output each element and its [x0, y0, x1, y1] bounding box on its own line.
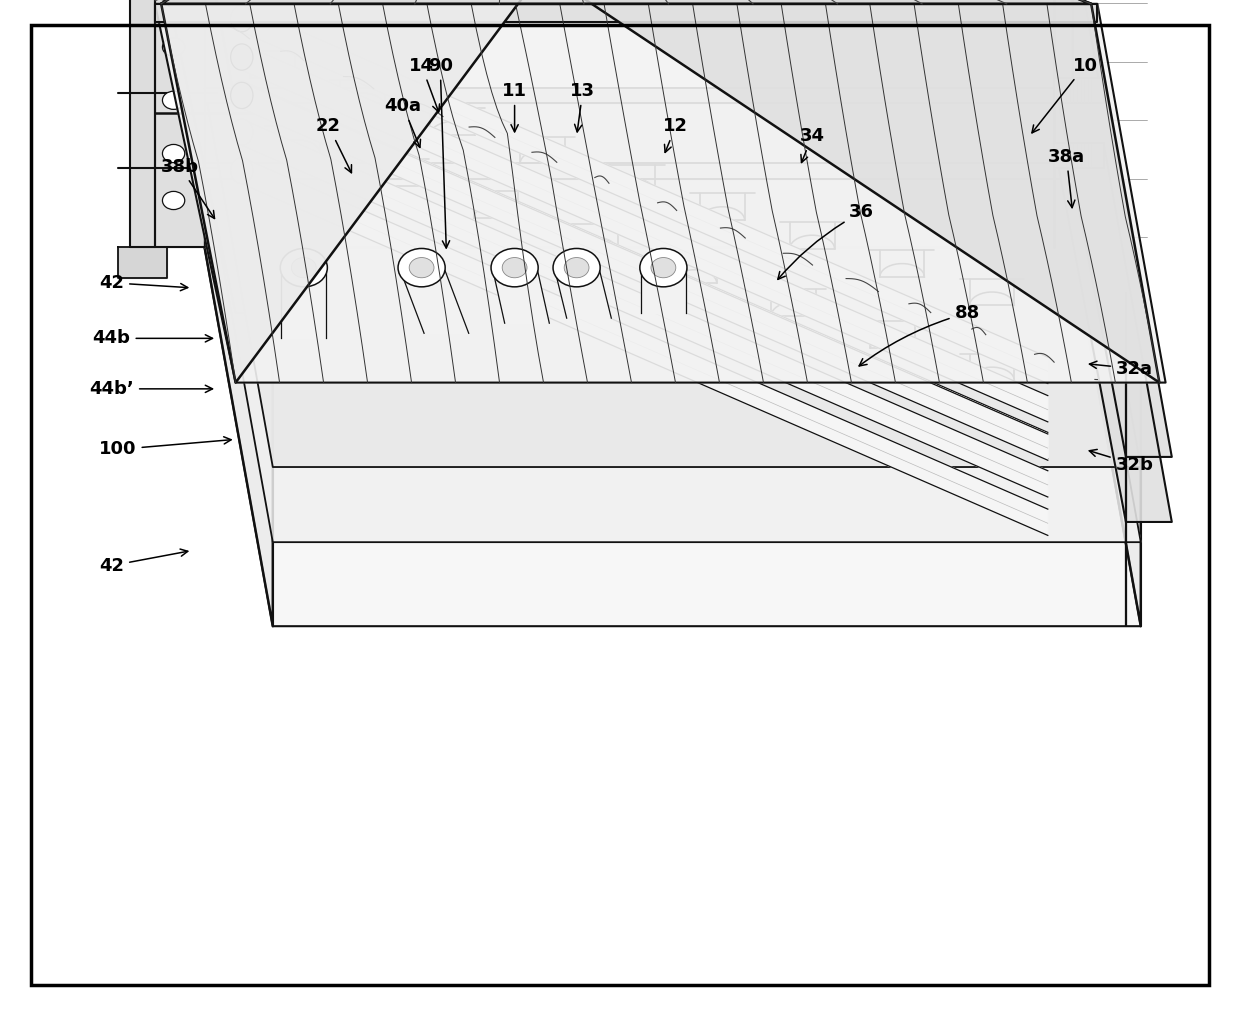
Ellipse shape	[231, 43, 253, 70]
Polygon shape	[1054, 78, 1172, 457]
Polygon shape	[508, 0, 1159, 383]
Text: 42: 42	[99, 274, 187, 292]
Circle shape	[491, 248, 538, 287]
Text: 10: 10	[1032, 57, 1097, 133]
Text: 44b’: 44b’	[89, 380, 212, 398]
Ellipse shape	[231, 119, 253, 145]
Text: 42: 42	[99, 549, 187, 575]
Circle shape	[409, 258, 434, 278]
Text: 38b: 38b	[161, 158, 215, 218]
Text: 22: 22	[316, 117, 351, 173]
Polygon shape	[205, 247, 1141, 626]
Circle shape	[291, 258, 316, 278]
Polygon shape	[242, 5, 1048, 384]
Circle shape	[640, 248, 687, 287]
Polygon shape	[242, 158, 1048, 535]
Text: 32a: 32a	[1090, 360, 1153, 378]
Polygon shape	[492, 268, 549, 323]
Circle shape	[162, 144, 185, 163]
Polygon shape	[1054, 143, 1172, 522]
Text: 38a: 38a	[1048, 147, 1085, 208]
Text: 13: 13	[570, 82, 595, 132]
Circle shape	[162, 38, 185, 57]
Polygon shape	[205, 164, 1073, 179]
Circle shape	[564, 258, 589, 278]
Text: 11: 11	[502, 82, 527, 132]
Polygon shape	[1054, 143, 1104, 169]
Circle shape	[502, 258, 527, 278]
Polygon shape	[155, 4, 1097, 22]
Text: 44b: 44b	[93, 329, 212, 347]
Text: 12: 12	[663, 117, 688, 153]
Text: 36: 36	[777, 203, 874, 280]
Polygon shape	[130, 0, 155, 247]
Polygon shape	[155, 0, 205, 247]
Text: 100: 100	[99, 436, 231, 459]
Polygon shape	[1073, 0, 1141, 626]
Circle shape	[651, 258, 676, 278]
Polygon shape	[281, 268, 326, 338]
Polygon shape	[118, 247, 167, 278]
Polygon shape	[161, 0, 1091, 4]
Polygon shape	[205, 88, 1141, 467]
Circle shape	[162, 91, 185, 109]
Circle shape	[398, 248, 445, 287]
Polygon shape	[242, 119, 1048, 497]
Polygon shape	[242, 81, 1048, 459]
Text: 90: 90	[428, 57, 453, 248]
Polygon shape	[554, 268, 611, 318]
Polygon shape	[242, 43, 1048, 422]
Text: 14: 14	[409, 57, 439, 112]
Polygon shape	[205, 0, 273, 626]
Polygon shape	[205, 164, 1141, 542]
Circle shape	[162, 192, 185, 210]
Polygon shape	[161, 0, 543, 383]
Ellipse shape	[231, 82, 253, 108]
Text: 40a: 40a	[384, 97, 422, 147]
Polygon shape	[155, 4, 1166, 383]
Text: 32b: 32b	[1089, 449, 1153, 474]
Ellipse shape	[231, 81, 253, 107]
Polygon shape	[205, 88, 1073, 103]
Ellipse shape	[231, 5, 253, 31]
Circle shape	[553, 248, 600, 287]
Polygon shape	[242, 82, 1048, 461]
Polygon shape	[155, 0, 273, 313]
Polygon shape	[399, 268, 469, 333]
Polygon shape	[1054, 78, 1104, 103]
Ellipse shape	[231, 158, 253, 184]
Polygon shape	[641, 268, 686, 313]
Text: 88: 88	[859, 304, 980, 366]
Circle shape	[280, 248, 327, 287]
Text: 34: 34	[800, 127, 825, 163]
